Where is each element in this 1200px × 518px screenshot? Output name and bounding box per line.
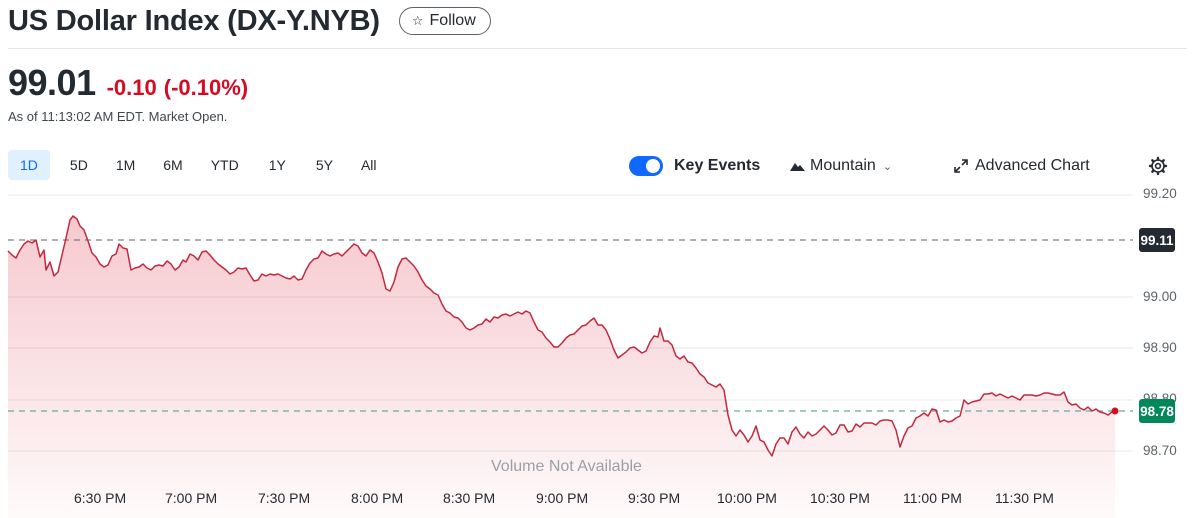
y-label-99-00: 99.00 [1143,289,1177,304]
expand-icon [954,159,968,173]
current-price: 99.01 [8,62,96,103]
advanced-chart-button[interactable]: Advanced Chart [954,157,1090,175]
follow-button[interactable]: ☆ Follow [398,7,491,35]
x-label: 10:30 PM [810,490,870,506]
x-label: 8:00 PM [351,490,404,506]
gear-icon[interactable] [1148,156,1168,176]
chart-toolbar: Key Events Mountain ⌄ Advanced Chart [629,152,1200,180]
price-area [8,216,1115,518]
y-label-99-20: 99.20 [1143,186,1177,201]
y-label-98-90: 98.90 [1143,340,1177,355]
current-point-marker [1111,407,1119,415]
key-events-label: Key Events [674,157,761,174]
current-price-badge: 98.78 [1139,399,1175,423]
price-line [7,215,1116,457]
key-events-toggle[interactable] [629,156,663,176]
quote-timestamp: As of 11:13:02 AM EDT. Market Open. [8,109,228,124]
star-outline-icon: ☆ [411,13,424,28]
x-label: 11:00 PM [903,490,962,506]
price-chart[interactable]: 99.20 99.11 99.00 98.90 98.80 98.78 98.7… [0,180,1200,518]
advanced-chart-label: Advanced Chart [975,157,1090,174]
x-label: 7:30 PM [258,490,311,506]
x-label: 10:00 PM [717,490,777,506]
chart-type-dropdown[interactable]: Mountain ⌄ [790,157,892,175]
page-title: US Dollar Index (DX-Y.NYB) [8,4,380,37]
tab-1d[interactable]: 1D [8,150,50,180]
tab-ytd[interactable]: YTD [210,157,239,173]
previous-close-badge: 99.11 [1139,228,1175,252]
tab-1y[interactable]: 1Y [268,157,286,173]
price-change-percent: (-0.10%) [163,75,249,100]
range-tabs: 1D 5D 1M 6M YTD 1Y 5Y All [8,150,389,180]
chart-type-label: Mountain [810,157,876,174]
volume-not-available: Volume Not Available [491,458,642,475]
mountain-icon [790,163,805,171]
x-label: 9:00 PM [536,490,589,506]
chart-plot [7,194,1133,518]
tab-1m[interactable]: 1M [115,157,136,173]
tab-5y[interactable]: 5Y [315,157,333,173]
x-label: 7:00 PM [165,490,218,506]
tab-all[interactable]: All [360,157,377,173]
x-label: 11:30 PM [995,490,1054,506]
x-label: 6:30 PM [74,490,127,506]
chevron-down-icon: ⌄ [882,160,893,173]
x-label: 8:30 PM [443,490,496,506]
toggle-knob [646,159,660,173]
follow-label: Follow [429,12,476,29]
price-change: -0.10 [106,75,157,100]
tab-5d[interactable]: 5D [69,157,88,173]
quote-row: 99.01 -0.10 (-0.10%) [8,62,248,104]
header-divider [8,48,1187,49]
tab-6m[interactable]: 6M [163,157,183,173]
x-label: 9:30 PM [628,490,681,506]
y-label-98-70: 98.70 [1143,443,1177,458]
title-row: US Dollar Index (DX-Y.NYB) ☆ Follow [8,4,491,38]
